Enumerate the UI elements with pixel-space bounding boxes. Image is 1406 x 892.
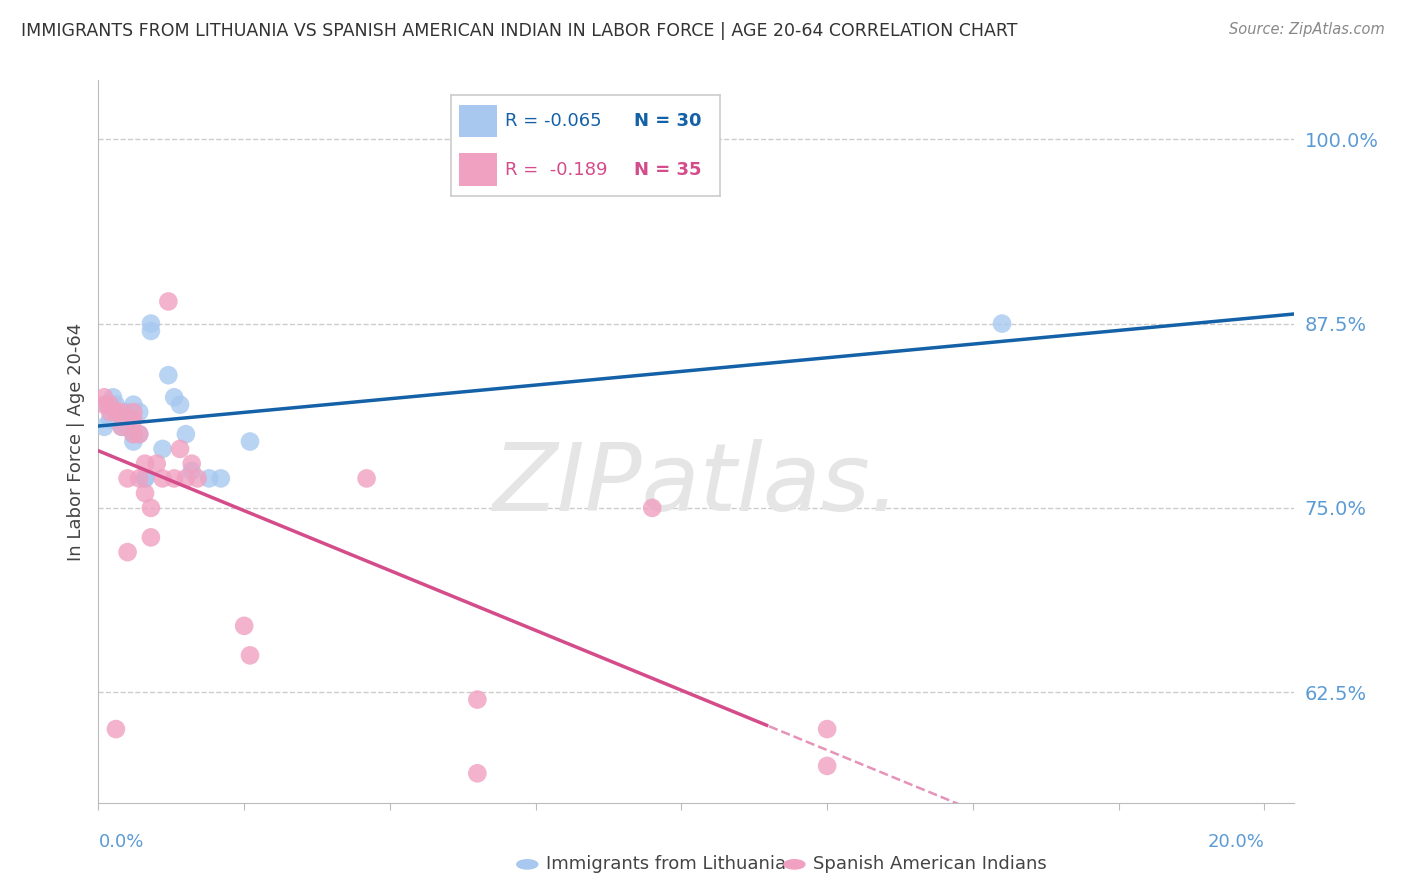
Text: 0.0%: 0.0%: [98, 833, 143, 851]
Point: [139, 530, 162, 544]
Point: [111, 405, 134, 419]
Point: [98, 398, 121, 412]
Point: [117, 405, 139, 419]
Point: [169, 398, 191, 412]
Point: [134, 486, 156, 500]
Point: [122, 398, 145, 412]
Point: [134, 457, 156, 471]
Point: [101, 390, 124, 404]
Point: [93, 390, 115, 404]
Text: ZIPatlas.: ZIPatlas.: [492, 440, 900, 531]
Point: [356, 471, 378, 485]
Point: [991, 317, 1014, 331]
Point: [128, 471, 150, 485]
Point: [98, 412, 121, 426]
Point: [104, 398, 127, 412]
Text: IMMIGRANTS FROM LITHUANIA VS SPANISH AMERICAN INDIAN IN LABOR FORCE | AGE 20-64 : IMMIGRANTS FROM LITHUANIA VS SPANISH AME…: [21, 22, 1018, 40]
Point: [174, 427, 197, 442]
Point: [117, 471, 139, 485]
Point: [233, 619, 256, 633]
Point: [134, 471, 156, 485]
Text: Immigrants from Lithuania: Immigrants from Lithuania: [546, 855, 786, 873]
Point: [122, 405, 145, 419]
Point: [157, 368, 180, 383]
Point: [111, 419, 134, 434]
Point: [122, 427, 145, 442]
Point: [117, 419, 139, 434]
Point: [117, 412, 139, 426]
Point: [163, 390, 186, 404]
Point: [139, 317, 162, 331]
Point: [239, 648, 262, 663]
Point: [145, 457, 167, 471]
Point: [186, 471, 208, 485]
Point: [117, 545, 139, 559]
Point: [152, 442, 174, 456]
Text: 20.0%: 20.0%: [1208, 833, 1264, 851]
Point: [104, 722, 127, 736]
Point: [239, 434, 262, 449]
Point: [180, 464, 202, 478]
Point: [641, 500, 664, 515]
Text: Source: ZipAtlas.com: Source: ZipAtlas.com: [1229, 22, 1385, 37]
Point: [111, 419, 134, 434]
Y-axis label: In Labor Force | Age 20-64: In Labor Force | Age 20-64: [66, 322, 84, 561]
Point: [98, 405, 121, 419]
Point: [93, 398, 115, 412]
Point: [169, 442, 191, 456]
Point: [139, 500, 162, 515]
Point: [815, 722, 838, 736]
Point: [128, 427, 150, 442]
Point: [209, 471, 232, 485]
Point: [128, 405, 150, 419]
Point: [93, 419, 115, 434]
Point: [815, 759, 838, 773]
Point: [163, 471, 186, 485]
Point: [128, 427, 150, 442]
Point: [180, 457, 202, 471]
Point: [104, 405, 127, 419]
Point: [467, 692, 489, 706]
Text: Spanish American Indians: Spanish American Indians: [813, 855, 1046, 873]
Point: [96, 398, 118, 412]
Point: [122, 412, 145, 426]
Point: [111, 412, 134, 426]
Point: [467, 766, 489, 780]
Point: [198, 471, 221, 485]
Point: [122, 434, 145, 449]
Point: [134, 471, 156, 485]
Point: [174, 471, 197, 485]
Point: [152, 471, 174, 485]
Point: [122, 427, 145, 442]
Point: [104, 405, 127, 419]
Point: [139, 324, 162, 338]
Point: [157, 294, 180, 309]
